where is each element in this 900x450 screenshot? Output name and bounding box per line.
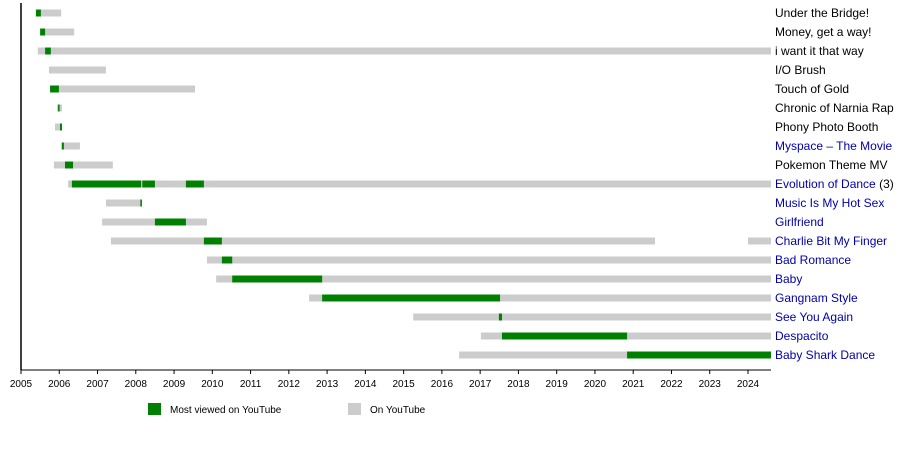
- x-tick-label: 2016: [431, 379, 454, 390]
- row-label: Touch of Gold: [775, 82, 849, 96]
- legend-swatch-most-viewed: [148, 403, 161, 415]
- row-label: Under the Bridge!: [775, 6, 869, 20]
- bar-most-viewed: [627, 351, 771, 359]
- x-tick-label: 2020: [584, 379, 607, 390]
- bar-on-youtube: [53, 161, 113, 169]
- row-label: Pokemon Theme MV: [775, 158, 888, 172]
- x-tick-label: 2022: [660, 379, 683, 390]
- bar-most-viewed: [185, 180, 204, 188]
- bar-on-youtube: [309, 294, 771, 302]
- x-tick-label: 2011: [240, 379, 262, 390]
- bar-most-viewed: [232, 275, 323, 283]
- x-tick-label: 2013: [316, 379, 339, 390]
- bar-on-youtube: [40, 28, 75, 36]
- row-label[interactable]: Baby: [775, 272, 802, 286]
- x-tick-label: 2005: [10, 379, 33, 390]
- bar-on-youtube: [216, 275, 771, 283]
- x-tick-label: 2012: [278, 379, 301, 390]
- row-label[interactable]: Gangnam Style: [775, 291, 858, 305]
- bar-on-youtube: [105, 199, 142, 207]
- row-label: Phony Photo Booth: [775, 120, 878, 134]
- row-label-suffix: (3): [876, 177, 894, 191]
- bar-most-viewed: [58, 104, 60, 112]
- bar-on-youtube: [68, 180, 771, 188]
- bar-most-viewed: [498, 313, 502, 321]
- bar-most-viewed: [65, 161, 74, 169]
- row-label: i want it that way: [775, 44, 864, 58]
- legend: Most viewed on YouTube On YouTube: [148, 403, 426, 416]
- row-label[interactable]: See You Again: [775, 310, 853, 324]
- bar-most-viewed: [221, 256, 233, 264]
- row-labels: Under the Bridge! Money, get a way! i want…: [775, 6, 894, 362]
- bar-most-viewed: [45, 47, 51, 55]
- bar-most-viewed: [61, 142, 64, 150]
- row-label[interactable]: Despacito: [775, 329, 829, 343]
- row-label[interactable]: Music Is My Hot Sex: [775, 196, 884, 210]
- bar-most-viewed: [501, 332, 628, 340]
- x-tick-label: 2015: [393, 379, 416, 390]
- legend-label-on-youtube: On YouTube: [370, 405, 426, 416]
- bar-on-youtube: [102, 218, 207, 226]
- x-tick-label: 2019: [546, 379, 569, 390]
- row-label[interactable]: Baby Shark Dance: [775, 348, 875, 362]
- bar-most-viewed: [40, 28, 46, 36]
- bar-on-youtube: [61, 142, 80, 150]
- bar-on-youtube: [48, 66, 106, 74]
- bar-most-viewed: [142, 180, 155, 188]
- x-tick-label: 2008: [125, 379, 148, 390]
- bar-on-youtube: [748, 237, 771, 245]
- x-tick-label: 2021: [622, 379, 645, 390]
- row-label[interactable]: Myspace – The Movie: [775, 139, 892, 153]
- bar-on-youtube: [35, 9, 62, 17]
- bar-most-viewed: [154, 218, 186, 226]
- bar-most-viewed: [71, 180, 142, 188]
- bar-on-youtube: [55, 123, 62, 131]
- x-tick-label: 2023: [699, 379, 722, 390]
- bar-on-youtube: [37, 47, 771, 55]
- legend-swatch-on-youtube: [348, 403, 361, 415]
- x-tick-label: 2017: [469, 379, 492, 390]
- x-tick-label: 2007: [86, 379, 109, 390]
- bar-on-youtube: [206, 256, 771, 264]
- row-label[interactable]: Bad Romance: [775, 253, 851, 267]
- row-label[interactable]: Charlie Bit My Finger: [775, 234, 887, 248]
- x-axis-ticks: 2005 2006 2007 2008 2009 2010 2011 2012 2013 2014…: [10, 370, 760, 390]
- row-label[interactable]: Girlfriend: [775, 215, 824, 229]
- bar-on-youtube: [459, 351, 771, 359]
- bar-most-viewed: [140, 199, 142, 207]
- x-tick-label: 2009: [163, 379, 186, 390]
- x-tick-label: 2006: [48, 379, 71, 390]
- bar-most-viewed: [50, 85, 59, 93]
- row-label: Chronic of Narnia Rap: [775, 101, 894, 115]
- bar-most-viewed: [35, 9, 41, 17]
- bars-layer: [35, 9, 771, 359]
- row-label: Money, get a way!: [775, 25, 872, 39]
- bar-most-viewed: [322, 294, 501, 302]
- x-tick-label: 2018: [507, 379, 530, 390]
- bar-most-viewed: [60, 123, 62, 131]
- bar-on-youtube: [50, 85, 196, 93]
- x-tick-label: 2024: [737, 379, 760, 390]
- row-label[interactable]: Evolution of Dance (3): [775, 177, 894, 191]
- x-tick-label: 2014: [354, 379, 377, 390]
- bar-on-youtube: [413, 313, 771, 321]
- bar-on-youtube: [110, 237, 656, 245]
- x-tick-label: 2010: [201, 379, 224, 390]
- legend-label-most-viewed: Most viewed on YouTube: [170, 405, 282, 416]
- row-label: I/O Brush: [775, 63, 826, 77]
- bar-most-viewed: [203, 237, 222, 245]
